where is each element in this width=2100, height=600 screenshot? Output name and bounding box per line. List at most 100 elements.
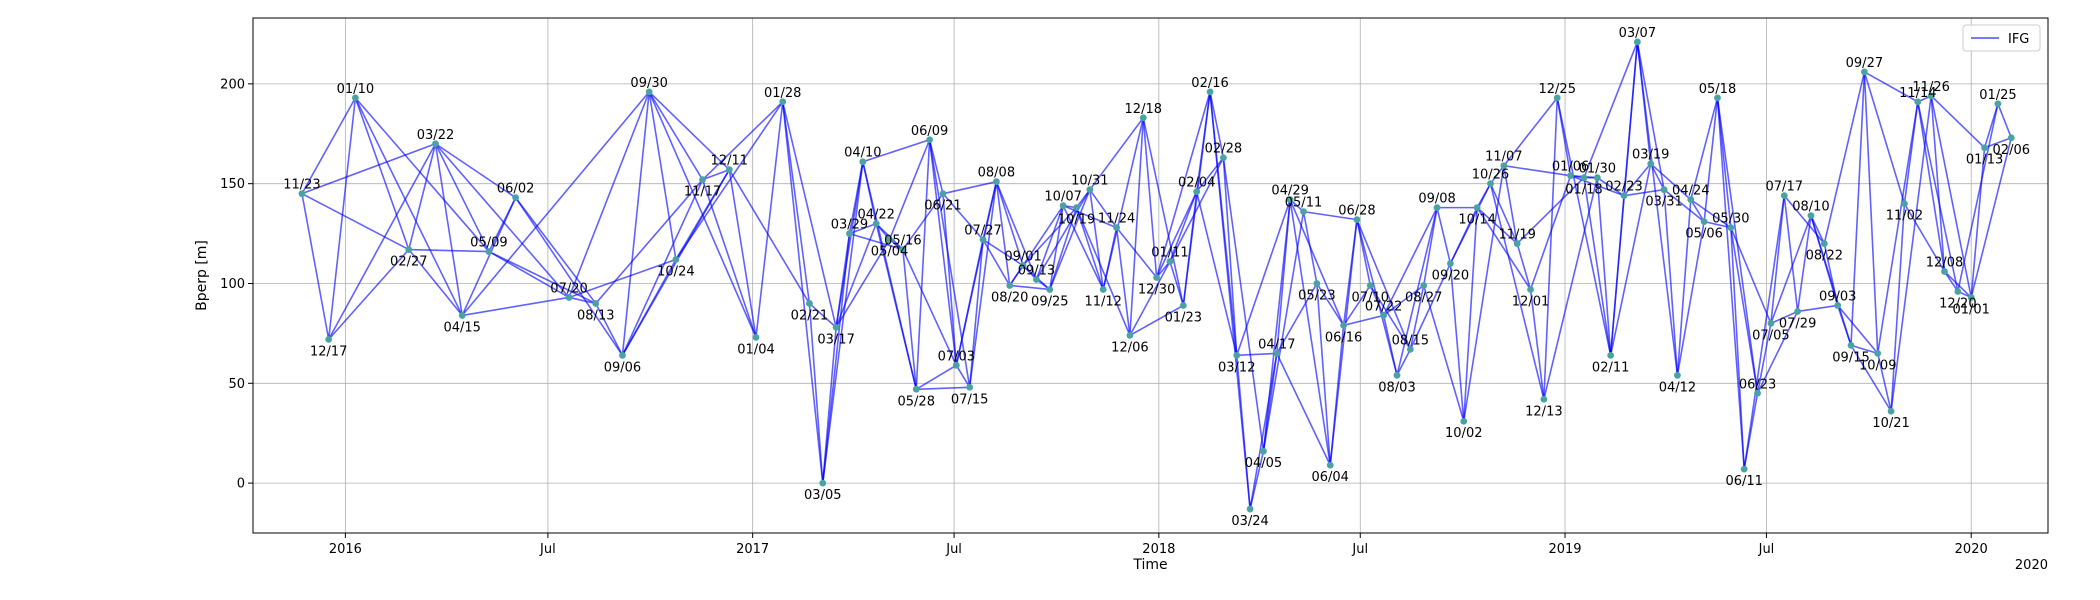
acquisition-date-label: 12/25 [1539,82,1576,97]
ifg-edge [1609,163,1652,356]
acquisition-date-label: 06/11 [1725,474,1762,489]
acquisition-date-label: 01/04 [737,342,774,357]
ifg-edge [408,249,463,316]
acquisition-node [1393,371,1401,379]
y-tick-label: 0 [237,477,245,492]
ifg-edge [1102,117,1145,290]
acquisition-date-label: 02/16 [1191,76,1228,91]
ifg-edge [1837,304,1879,354]
ifg-edge [1543,177,1599,400]
acquisition-node [1794,308,1802,315]
acquisition-date-label: 02/23 [1605,180,1642,195]
ifg-edge [1543,97,1559,400]
ifg-edge [902,249,958,366]
ifg-edge [1169,261,1185,306]
ifg-edge [1890,203,1906,412]
acquisition-date-label: 10/19 [1058,213,1095,228]
ifg-edge [1943,271,1959,292]
acquisition-date-label: 08/27 [1405,290,1442,305]
ifg-edge [1476,183,1492,209]
acquisition-node [1500,162,1508,170]
acquisition-date-label: 10/02 [1445,426,1482,441]
ifg-edge [1235,355,1251,510]
x-tick-label: Jul [945,542,962,557]
ifg-edge [1676,221,1705,376]
ifg-edge [1583,41,1639,178]
ifg-edge [354,97,490,253]
acquisition-node [1513,240,1521,247]
ifg-edge [1302,211,1318,284]
acquisition-date-label: 02/06 [1993,143,2030,158]
acquisition-date-label: 06/04 [1311,470,1348,485]
ifg-edge [995,181,1024,266]
acquisition-date-label: 04/24 [1672,184,1709,199]
acquisition-node [619,351,626,359]
ifg-edge [1089,189,1104,290]
acquisition-node [672,256,680,263]
ifg-edge [1863,71,1906,204]
acquisition-date-label: 11/12 [1084,294,1121,309]
acquisition-node [1166,258,1174,265]
ifg-edge [849,222,877,235]
acquisition-date-label: 03/07 [1619,26,1656,41]
acquisition-date-label: 11/14 [1899,86,1936,101]
acquisition-node [1473,204,1481,212]
x-tick-label: Jul [539,542,556,557]
acquisition-date-label: 11/23 [283,178,320,193]
ifg-edge [1997,103,2013,139]
ifg-edge [1556,97,1612,356]
acquisition-date-label: 04/29 [1271,184,1308,199]
ifg-edge [327,97,357,340]
acquisition-date-label: 05/23 [1298,288,1335,303]
acquisition-date-label: 08/13 [577,308,614,323]
y-axis-ticks: 0 50 100 150 200 [220,77,253,492]
ifg-edge [1516,243,1532,290]
x-tick-label: 2016 [329,542,362,557]
ifg-edge [1289,199,1332,466]
acquisition-date-label: 07/27 [964,224,1001,239]
ifg-edge [1957,103,1999,292]
ifg-edge [1142,117,1185,306]
ifg-edge [1422,285,1465,422]
ifg-edge [1796,215,1812,312]
ifg-edge [1863,71,1919,103]
acquisition-date-label: 07/05 [1752,328,1789,343]
acquisition-labels: 11/23 12/17 01/10 02/27 03/22 04/15 05/09 06/02… [283,26,2030,529]
ifg-edge [1195,91,1211,192]
x-axis-offset-label: 2020 [2015,558,2048,573]
acquisition-date-label: 09/15 [1832,350,1869,365]
acquisition-node [1593,174,1601,182]
x-tick-label: 2019 [1548,542,1581,557]
ifg-edge [1075,207,1131,336]
ifg-edge [1650,163,1692,201]
ifg-edge [849,232,904,251]
ifg-edge [675,101,784,260]
ifg-edge [1743,195,1786,470]
ifg-edge [1943,270,1972,299]
ifg-edge [916,386,970,391]
ifg-edge [702,168,730,181]
acquisition-node [1740,465,1748,473]
ifg-edge [1316,283,1332,466]
acquisition-date-label: 11/26 [1912,80,1949,95]
ifg-edge [595,179,704,304]
acquisition-node [1553,94,1561,102]
ifg-edge [1422,207,1438,286]
acquisition-date-label: 06/23 [1739,377,1776,392]
acquisition-node [1887,407,1895,415]
acquisition-node [1179,302,1187,309]
acquisition-node [1153,274,1161,281]
acquisition-date-label: 05/06 [1685,227,1722,242]
ifg-edge [1382,207,1438,316]
acquisition-node [1286,196,1294,204]
ifg-edge [808,303,824,484]
acquisition-node [592,300,600,307]
acquisition-date-label: 09/06 [604,360,641,375]
acquisition-node [819,479,827,487]
ifg-edge [408,248,489,253]
acquisition-date-label: 09/01 [1004,250,1041,265]
x-tick-label: Jul [1758,542,1775,557]
acquisition-date-label: 01/10 [337,82,374,97]
ifg-edge [1249,353,1278,510]
ifg-edge [1396,207,1438,376]
